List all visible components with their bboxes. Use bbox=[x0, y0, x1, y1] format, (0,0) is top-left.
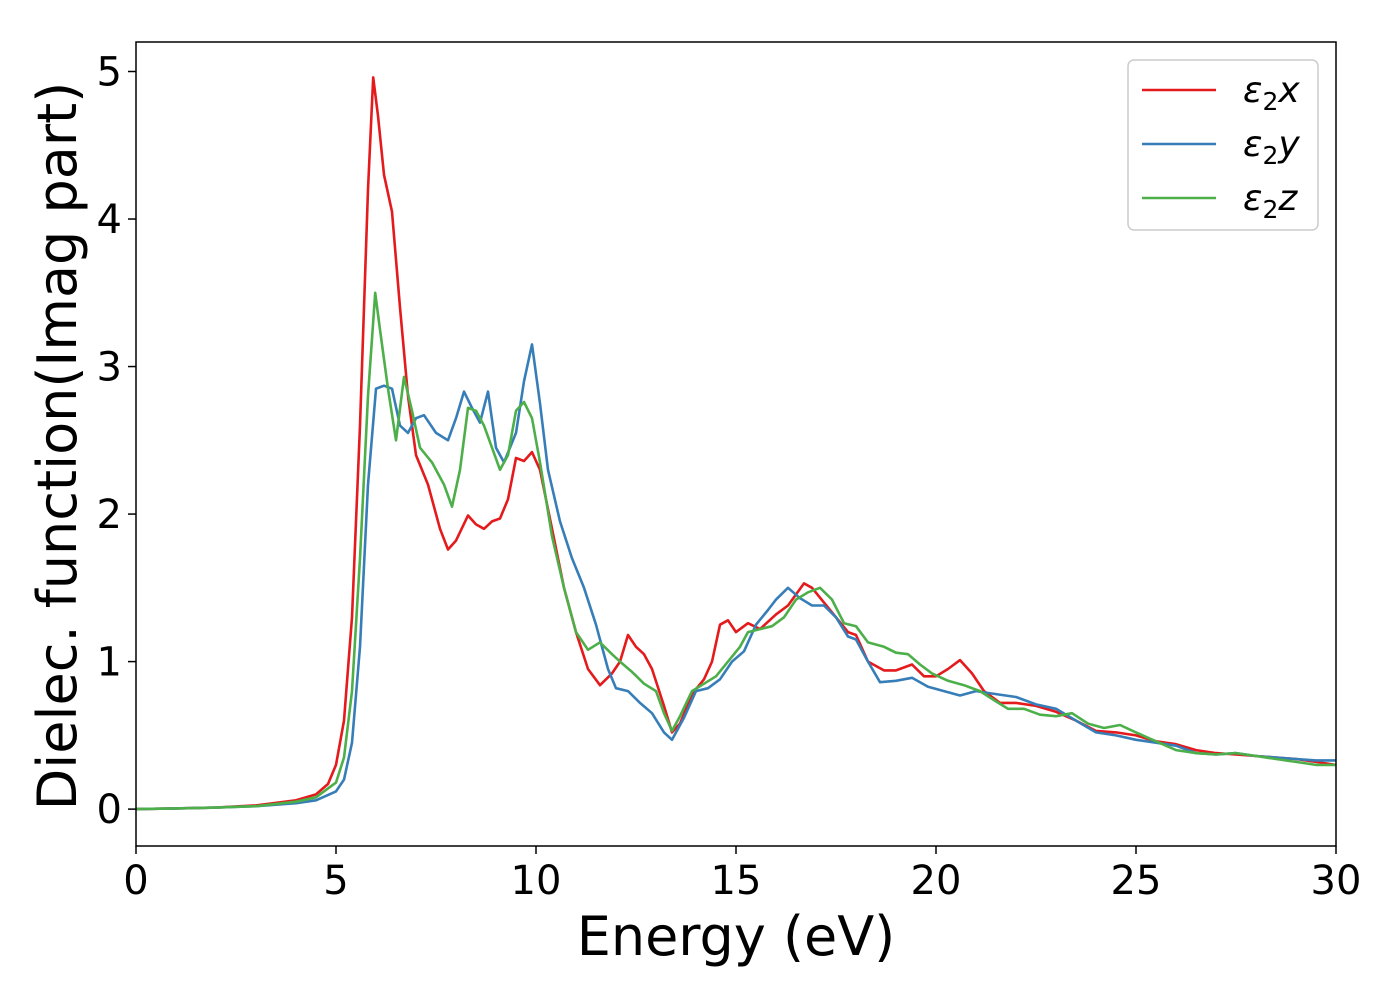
legend-label-base: ε bbox=[1243, 70, 1262, 111]
x-tick-label: 20 bbox=[911, 858, 962, 904]
legend-label-subscript: 2 bbox=[1262, 87, 1278, 116]
legend-label-y: ε2y bbox=[1243, 124, 1300, 170]
y-axis-label: Dielec. function(Imag part) bbox=[26, 82, 89, 811]
x-tick-label: 25 bbox=[1111, 858, 1162, 904]
x-tick-label: 15 bbox=[711, 858, 762, 904]
x-tick-label: 10 bbox=[511, 858, 562, 904]
series-layer bbox=[136, 76, 1336, 811]
legend-frame bbox=[1127, 59, 1319, 231]
legend-label-base: ε bbox=[1243, 124, 1262, 165]
y-tick-label: 5 bbox=[97, 50, 122, 96]
y-tick-label: 1 bbox=[97, 640, 122, 686]
x-axis-label: Energy (eV) bbox=[577, 905, 896, 968]
legend-label-subscript: 2 bbox=[1262, 195, 1278, 224]
x-axis: 0 5 10 15 20 25 30 bbox=[123, 846, 1361, 904]
y-axis: 0 1 2 3 4 5 bbox=[97, 50, 136, 833]
legend-label-suffix: z bbox=[1277, 178, 1298, 219]
y-tick-label: 3 bbox=[97, 345, 122, 391]
y-tick-label: 4 bbox=[97, 197, 122, 243]
series-line-y bbox=[136, 343, 1336, 811]
x-tick-label: 30 bbox=[1311, 858, 1362, 904]
y-tick-label: 0 bbox=[97, 787, 122, 833]
legend-label-base: ε bbox=[1243, 178, 1262, 219]
legend-label-suffix: y bbox=[1277, 124, 1300, 165]
x-tick-label: 0 bbox=[123, 858, 148, 904]
y-tick-label: 2 bbox=[97, 492, 122, 538]
series-line-x bbox=[136, 76, 1336, 811]
legend-label-z: ε2z bbox=[1243, 178, 1298, 224]
series-line-z bbox=[136, 291, 1336, 811]
legend-label-suffix: x bbox=[1277, 70, 1300, 111]
x-tick-label: 5 bbox=[323, 858, 348, 904]
legend-label-x: ε2x bbox=[1243, 70, 1300, 116]
legend-label-subscript: 2 bbox=[1262, 141, 1278, 170]
